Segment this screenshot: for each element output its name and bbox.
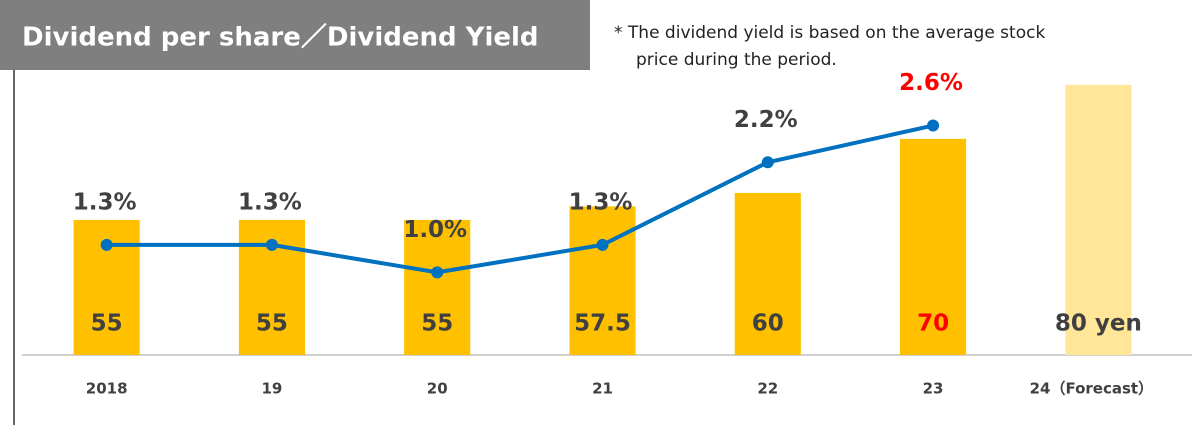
x-tick-label: 24（Forecast） (1030, 380, 1154, 398)
annotation: * The dividend yield is based on the ave… (614, 23, 1045, 43)
x-tick-label: 20 (427, 380, 448, 398)
yield-point (431, 266, 444, 279)
x-tick-label: 23 (923, 380, 944, 398)
bar-value-label: 80 yen (1055, 311, 1142, 337)
title-box (0, 0, 590, 70)
yield-value-label: 2.2% (734, 107, 798, 133)
bar (569, 206, 636, 355)
yield-value-label: 1.3% (569, 189, 633, 215)
bar (734, 192, 801, 355)
x-tick-label: 2018 (86, 380, 128, 398)
annotation: price during the period. (636, 50, 837, 70)
yield-value-label: 2.6% (899, 70, 963, 96)
x-tick-label: 22 (757, 380, 778, 398)
bar-value-label: 70 (917, 311, 949, 337)
yield-point (100, 238, 113, 251)
bar-value-label: 55 (91, 311, 123, 337)
x-tick-label: 19 (261, 380, 282, 398)
yield-point (265, 238, 278, 251)
chart-title: Dividend per share／Dividend Yield (22, 23, 539, 53)
yield-value-label: 1.0% (403, 217, 467, 243)
bar-value-label: 57.5 (574, 311, 631, 337)
yield-value-label: 1.3% (73, 189, 137, 215)
bar (404, 219, 471, 355)
bar-value-label: 55 (256, 311, 288, 337)
bar-value-label: 55 (421, 311, 453, 337)
yield-point (596, 238, 609, 251)
yield-point (927, 119, 940, 132)
bar (900, 138, 967, 355)
yield-line (106, 123, 934, 275)
yield-point (761, 156, 774, 169)
bar (1065, 84, 1132, 355)
x-tick-label: 21 (592, 380, 613, 398)
bar-value-label: 60 (752, 311, 784, 337)
yield-value-label: 1.3% (238, 189, 302, 215)
